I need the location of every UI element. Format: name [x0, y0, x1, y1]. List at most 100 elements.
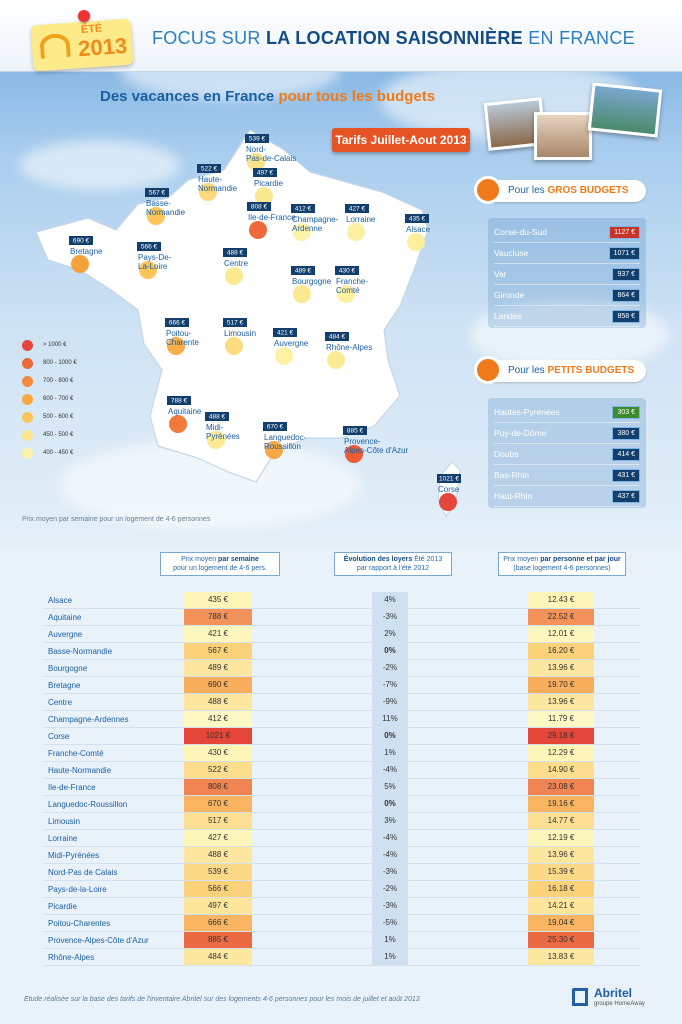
evolution-cell: 1%	[372, 949, 408, 965]
budget-value: 1071 €	[608, 246, 640, 260]
svg-text:435 €: 435 €	[409, 216, 426, 223]
svg-text:567 €: 567 €	[149, 190, 166, 197]
region-price-tag: 412 €	[291, 204, 315, 213]
region-cell: Midi-Pyrénées	[48, 851, 100, 860]
region-cell: Basse-Normandie	[48, 647, 113, 656]
region-name: Lorraine	[346, 215, 376, 224]
table-row: Ile-de-France 808 € 5% 23.08 €	[44, 779, 640, 796]
table-row: Nord-Pas de Calais 539 € -3% 15.39 €	[44, 864, 640, 881]
budget-value: 858 €	[612, 309, 640, 323]
house-icon	[572, 988, 588, 1006]
tarifs-label: Tarifs Juillet-Aout 2013	[332, 128, 470, 152]
svg-text:788 €: 788 €	[171, 398, 188, 405]
svg-text:566 €: 566 €	[141, 244, 158, 251]
svg-text:666 €: 666 €	[169, 320, 186, 327]
legend-label: 800 - 1000 €	[43, 360, 77, 366]
price-cell: 484 €	[184, 949, 252, 965]
evolution-cell: 0%	[372, 728, 408, 744]
price-cell: 488 €	[184, 847, 252, 863]
evolution-cell: 1%	[372, 745, 408, 761]
couple-photo	[534, 112, 592, 160]
daily-price-cell: 13.83 €	[528, 949, 594, 965]
region-name: Picardie	[254, 179, 283, 188]
evolution-cell: 5%	[372, 779, 408, 795]
table-row: Picardie 497 € -3% 14.21 €	[44, 898, 640, 915]
region-price-tag: 885 €	[343, 426, 367, 435]
svg-text:488 €: 488 €	[209, 414, 226, 421]
legend-item: 450 - 500 €	[22, 426, 112, 444]
legend-label: 700 - 800 €	[43, 378, 74, 384]
price-cell: 690 €	[184, 677, 252, 693]
budget-value: 431 €	[612, 468, 640, 482]
evolution-cell: -3%	[372, 864, 408, 880]
region-price-tag: 484 €	[325, 332, 349, 341]
map-region-champagne-ardenne: 412 € Champagne-Ardenne	[291, 204, 339, 241]
map-region-bourgogne: 489 € Bourgogne	[291, 266, 332, 303]
evolution-cell: -7%	[372, 677, 408, 693]
table-row: Auvergne 421 € 2% 12.01 €	[44, 626, 640, 643]
region-name: Nord-	[246, 145, 266, 154]
price-cell: 670 €	[184, 796, 252, 812]
daily-price-cell: 11.79 €	[528, 711, 594, 727]
price-cell: 517 €	[184, 813, 252, 829]
region-dot	[147, 207, 165, 225]
region-dot	[207, 431, 225, 449]
daily-price-cell: 12.01 €	[528, 626, 594, 642]
budget-dept: Landes	[494, 311, 522, 321]
region-name: Pays-De-	[138, 253, 172, 262]
evolution-cell: 3%	[372, 813, 408, 829]
map-region-franche-comt-: 430 € Franche-Comté	[335, 266, 368, 303]
price-cell: 567 €	[184, 643, 252, 659]
budget-row: Haut-Rhin 437 €	[494, 486, 640, 507]
region-price-tag: 566 €	[137, 242, 161, 251]
map-region-basse-normandie: 567 € Basse-Normandie	[145, 188, 186, 225]
ete-2013-badge: ÉTÉ 2013	[30, 18, 134, 72]
table-row: Bretagne 690 € -7% 19.70 €	[44, 677, 640, 694]
map-region-rh-ne-alpes: 484 € Rhône-Alpes	[325, 332, 372, 369]
evolution-cell: -5%	[372, 915, 408, 931]
region-name: Alsace	[406, 225, 431, 234]
evolution-cell: -2%	[372, 881, 408, 897]
region-name: Alpes-Côte d'Azur	[344, 446, 409, 455]
region-cell: Pays-de-la-Loire	[48, 885, 107, 894]
evolution-cell: 1%	[372, 932, 408, 948]
price-cell: 421 €	[184, 626, 252, 642]
budget-dept: Corse-du-Sud	[494, 227, 547, 237]
region-name: Bourgogne	[292, 277, 332, 286]
region-price-tag: 567 €	[145, 188, 169, 197]
daily-price-cell: 25.30 €	[528, 932, 594, 948]
legend-swatch	[22, 357, 33, 369]
map-region-provence-alpes-c-te-d-azur: 885 € Provence-Alpes-Côte d'Azur	[343, 426, 409, 463]
table-row: Franche-Comté 430 € 1% 12.29 €	[44, 745, 640, 762]
price-cell: 566 €	[184, 881, 252, 897]
budget-dept: Bas-Rhin	[494, 470, 529, 480]
page-title: FOCUS SUR LA LOCATION SAISONNIÈRE EN FRA…	[152, 28, 635, 48]
region-price-tag: 670 €	[263, 422, 287, 431]
region-name: Ile-de-France	[248, 213, 296, 222]
region-price-tag: 488 €	[223, 248, 247, 257]
daily-price-cell: 14.21 €	[528, 898, 594, 914]
map-region-haute-normandie: 522 € Haute-Normandie	[197, 164, 238, 201]
evolution-cell: 2%	[372, 626, 408, 642]
holiday-photos	[482, 82, 672, 160]
region-dot	[327, 351, 345, 369]
col-evolution-header: Évolution des loyers Été 2013 par rapport…	[334, 552, 452, 576]
region-name: Centre	[224, 259, 249, 268]
daily-price-cell: 13.96 €	[528, 847, 594, 863]
map-region-nord-pas-de-calais: 539 € Nord-Pas-de-Calais	[245, 134, 296, 171]
region-name: La-Loire	[138, 262, 168, 271]
budget-value: 414 €	[612, 447, 640, 461]
daily-price-cell: 15.39 €	[528, 864, 594, 880]
badge-year: 2013	[77, 32, 128, 62]
price-cell: 788 €	[184, 609, 252, 625]
pin-icon	[78, 10, 90, 22]
region-cell: Poitou-Charentes	[48, 919, 111, 928]
daily-price-cell: 16.18 €	[528, 881, 594, 897]
gros-budgets-panel: Corse-du-Sud 1127 € Vaucluse 1071 € Var 937 €…	[488, 218, 646, 328]
map-region-aquitaine: 788 € Aquitaine	[167, 396, 202, 433]
svg-text:427 €: 427 €	[349, 206, 366, 213]
petits-budgets-header: Pour les PETITS BUDGETS	[474, 356, 646, 384]
evolution-cell: -2%	[372, 660, 408, 676]
table-row: Provence-Alpes-Côte d'Azur 885 € 1% 25.30 €	[44, 932, 640, 949]
header-bar: ÉTÉ 2013 FOCUS SUR LA LOCATION SAISONNIÈ…	[0, 0, 682, 72]
